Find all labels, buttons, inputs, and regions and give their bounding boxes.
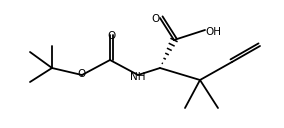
Text: O: O [151,14,159,24]
Text: O: O [78,69,86,79]
Text: NH: NH [130,72,146,82]
Text: OH: OH [205,27,221,37]
Text: O: O [107,31,115,41]
